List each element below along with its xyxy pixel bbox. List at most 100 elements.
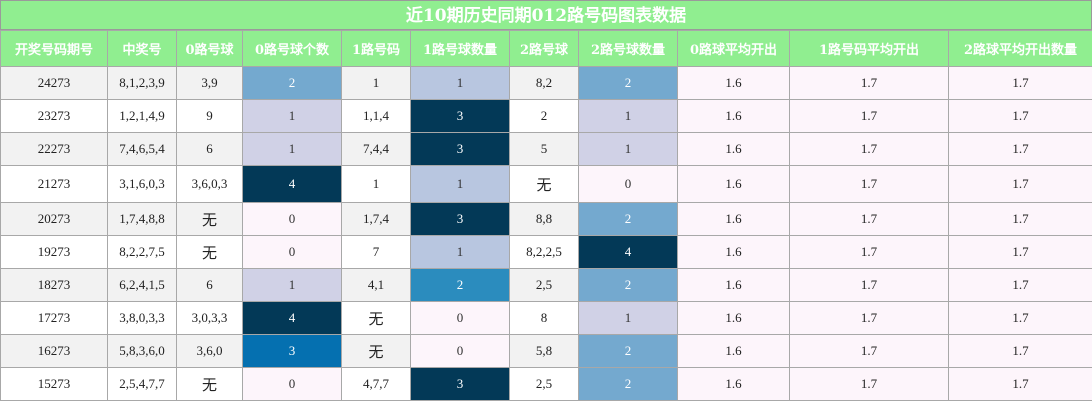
cell-road1-count: 3 [410, 202, 510, 236]
cell-road0-count: 0 [242, 202, 342, 236]
cell-numbers: 6,2,4,1,5 [107, 268, 177, 302]
cell-road0-count: 2 [242, 66, 342, 100]
cell-road0-count: 4 [242, 301, 342, 335]
column-header-road0: 0路号球 [176, 30, 243, 67]
column-header-avg0: 0路球平均开出 [677, 30, 790, 67]
cell-avg1: 1.7 [789, 99, 949, 133]
cell-issue: 23273 [0, 99, 108, 133]
cell-road2-count: 0 [578, 165, 678, 203]
cell-road2-count: 1 [578, 99, 678, 133]
cell-road1-count: 0 [410, 301, 510, 335]
cell-road2: 8 [509, 301, 579, 335]
cell-avg2: 1.7 [948, 66, 1092, 100]
cell-issue: 19273 [0, 235, 108, 269]
cell-avg1: 1.7 [789, 367, 949, 401]
cell-avg2: 1.7 [948, 235, 1092, 269]
cell-avg0: 1.6 [677, 367, 790, 401]
cell-numbers: 3,8,0,3,3 [107, 301, 177, 335]
cell-road0-count: 1 [242, 132, 342, 166]
cell-road1: 1 [341, 66, 411, 100]
cell-road2-count: 2 [578, 268, 678, 302]
cell-numbers: 8,2,2,7,5 [107, 235, 177, 269]
cell-road0: 3,6,0 [176, 334, 243, 368]
cell-avg0: 1.6 [677, 235, 790, 269]
cell-road2-count: 2 [578, 334, 678, 368]
cell-avg0: 1.6 [677, 66, 790, 100]
cell-road0-count: 0 [242, 367, 342, 401]
cell-avg1: 1.7 [789, 334, 949, 368]
cell-avg1: 1.7 [789, 165, 949, 203]
cell-avg0: 1.6 [677, 268, 790, 302]
cell-numbers: 7,4,6,5,4 [107, 132, 177, 166]
cell-avg2: 1.7 [948, 268, 1092, 302]
cell-road1: 无 [341, 334, 411, 368]
cell-road1-count: 3 [410, 132, 510, 166]
cell-avg0: 1.6 [677, 202, 790, 236]
cell-issue: 24273 [0, 66, 108, 100]
cell-road2: 5,8 [509, 334, 579, 368]
cell-road2: 8,8 [509, 202, 579, 236]
cell-avg1: 1.7 [789, 301, 949, 335]
cell-issue: 17273 [0, 301, 108, 335]
cell-road1: 7,4,4 [341, 132, 411, 166]
table-row: 18273 6,2,4,1,5 6 1 4,1 2 2,5 2 1.6 1.7 1.7 [0, 268, 1092, 302]
table-row: 21273 3,1,6,0,3 3,6,0,3 4 1 1 无 0 1.6 1.7 1.7 [0, 165, 1092, 203]
cell-road2: 2 [509, 99, 579, 133]
column-header-road1-count: 1路号球数量 [410, 30, 510, 67]
cell-avg2: 1.7 [948, 367, 1092, 401]
cell-avg1: 1.7 [789, 235, 949, 269]
column-header-issue: 开奖号码期号 [0, 30, 108, 67]
cell-avg2: 1.7 [948, 202, 1092, 236]
column-header-road2: 2路号球 [509, 30, 579, 67]
column-header-avg2: 2路球平均开出数量 [948, 30, 1092, 67]
cell-numbers: 2,5,4,7,7 [107, 367, 177, 401]
cell-road0: 3,0,3,3 [176, 301, 243, 335]
cell-road0: 3,9 [176, 66, 243, 100]
cell-road0: 无 [176, 202, 243, 236]
cell-road2: 2,5 [509, 268, 579, 302]
cell-avg2: 1.7 [948, 334, 1092, 368]
cell-road2: 8,2 [509, 66, 579, 100]
cell-road0-count: 1 [242, 99, 342, 133]
cell-avg2: 1.7 [948, 99, 1092, 133]
table-row: 19273 8,2,2,7,5 无 0 7 1 8,2,2,5 4 1.6 1.7 1.7 [0, 235, 1092, 269]
cell-avg1: 1.7 [789, 66, 949, 100]
cell-numbers: 5,8,3,6,0 [107, 334, 177, 368]
cell-road0: 无 [176, 367, 243, 401]
cell-road0: 6 [176, 268, 243, 302]
cell-avg2: 1.7 [948, 165, 1092, 203]
column-header-numbers: 中奖号 [107, 30, 177, 67]
cell-road1-count: 0 [410, 334, 510, 368]
cell-avg0: 1.6 [677, 132, 790, 166]
table-row: 22273 7,4,6,5,4 6 1 7,4,4 3 5 1 1.6 1.7 1.7 [0, 132, 1092, 166]
cell-numbers: 3,1,6,0,3 [107, 165, 177, 203]
cell-road2: 5 [509, 132, 579, 166]
page-title: 近10期历史同期012路号码图表数据 [0, 0, 1092, 30]
column-header-avg1: 1路号码平均开出 [789, 30, 949, 67]
cell-avg1: 1.7 [789, 268, 949, 302]
cell-avg2: 1.7 [948, 301, 1092, 335]
cell-road1-count: 1 [410, 66, 510, 100]
cell-road0: 9 [176, 99, 243, 133]
cell-avg1: 1.7 [789, 132, 949, 166]
cell-road0: 6 [176, 132, 243, 166]
cell-road0: 无 [176, 235, 243, 269]
cell-road2-count: 1 [578, 132, 678, 166]
table-row: 15273 2,5,4,7,7 无 0 4,7,7 3 2,5 2 1.6 1.7 1.7 [0, 367, 1092, 401]
cell-road2: 无 [509, 165, 579, 203]
cell-road1: 1,1,4 [341, 99, 411, 133]
cell-road1-count: 2 [410, 268, 510, 302]
cell-numbers: 8,1,2,3,9 [107, 66, 177, 100]
table-row: 24273 8,1,2,3,9 3,9 2 1 1 8,2 2 1.6 1.7 1.7 [0, 66, 1092, 100]
cell-road1-count: 3 [410, 367, 510, 401]
cell-road2-count: 4 [578, 235, 678, 269]
cell-road1: 1 [341, 165, 411, 203]
cell-avg2: 1.7 [948, 132, 1092, 166]
cell-numbers: 1,2,1,4,9 [107, 99, 177, 133]
cell-numbers: 1,7,4,8,8 [107, 202, 177, 236]
cell-road2-count: 2 [578, 367, 678, 401]
cell-road2-count: 2 [578, 66, 678, 100]
cell-road1: 7 [341, 235, 411, 269]
cell-avg0: 1.6 [677, 334, 790, 368]
